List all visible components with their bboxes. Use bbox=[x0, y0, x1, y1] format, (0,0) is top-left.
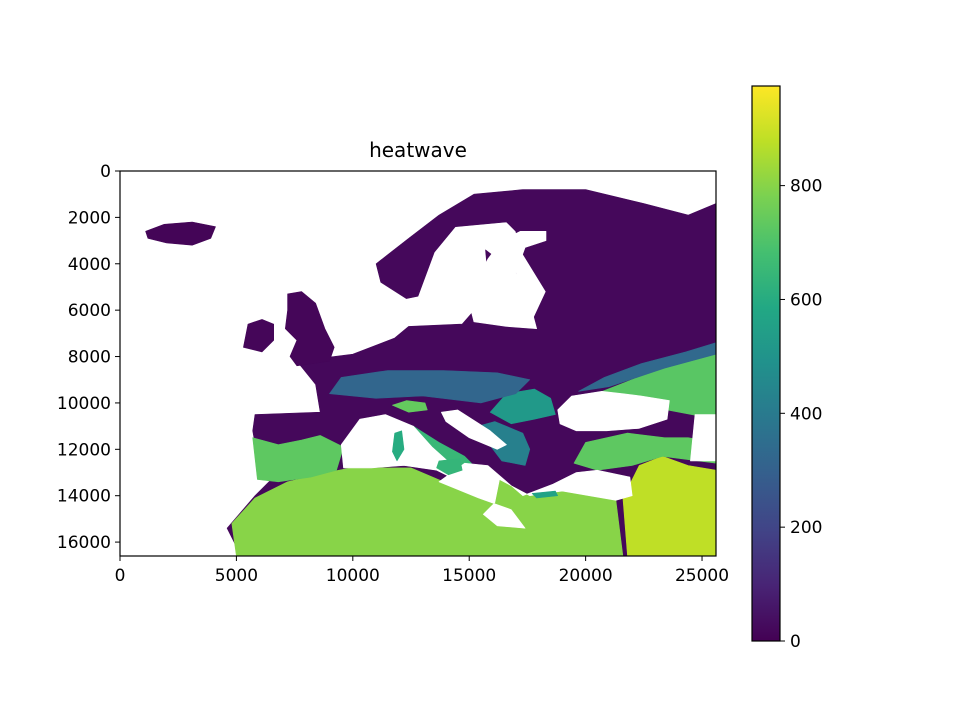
x-tick-label: 15000 bbox=[442, 566, 496, 586]
y-tick-label: 2000 bbox=[68, 208, 111, 228]
x-tick-label: 25000 bbox=[675, 566, 729, 586]
y-tick-label: 10000 bbox=[57, 394, 111, 414]
water-baltic bbox=[468, 231, 547, 330]
colorbar-gradient bbox=[752, 86, 780, 641]
x-tick-label: 5000 bbox=[215, 566, 258, 586]
plot-frame bbox=[119, 170, 717, 557]
x-tick-label: 20000 bbox=[559, 566, 613, 586]
island-sardinia bbox=[392, 430, 405, 462]
x-axis: 0 5000 10000 15000 20000 25000 bbox=[115, 556, 729, 586]
water-mediterranean-east bbox=[438, 462, 633, 529]
colorbar-tick-label: 0 bbox=[790, 632, 801, 652]
region-central-warm bbox=[329, 370, 531, 404]
water-caspian-gap bbox=[690, 414, 716, 462]
y-tick-label: 0 bbox=[100, 162, 111, 182]
colorbar-tick-label: 600 bbox=[790, 290, 822, 310]
y-tick-label: 4000 bbox=[68, 255, 111, 275]
colorbar-tick-label: 200 bbox=[790, 518, 822, 538]
water-adriatic bbox=[440, 409, 507, 450]
y-tick-label: 14000 bbox=[57, 487, 111, 507]
colorbar-tick-label: 800 bbox=[790, 177, 822, 197]
y-tick-label: 16000 bbox=[57, 533, 111, 553]
y-tick-label: 12000 bbox=[57, 440, 111, 460]
region-eastern-warm bbox=[578, 342, 716, 392]
chart-title: heatwave bbox=[369, 138, 467, 162]
region-anatolia bbox=[573, 432, 716, 471]
colorbar: 0 200 400 600 800 bbox=[751, 85, 822, 652]
island-britain bbox=[284, 291, 335, 367]
x-tick-label: 10000 bbox=[326, 566, 380, 586]
region-iberia bbox=[252, 435, 344, 483]
region-arabia bbox=[622, 455, 716, 556]
region-po-valley bbox=[392, 400, 428, 413]
colorbar-tick-label: 400 bbox=[790, 404, 822, 424]
plot-area bbox=[119, 170, 717, 557]
island-crete bbox=[531, 490, 559, 499]
island-ireland bbox=[243, 319, 275, 353]
colorbar-frame bbox=[751, 85, 781, 642]
y-tick-label: 8000 bbox=[68, 348, 111, 368]
water-black-sea bbox=[557, 390, 670, 432]
island-sicily bbox=[436, 458, 463, 476]
heatmap-image bbox=[145, 189, 716, 556]
x-tick-label: 0 bbox=[115, 566, 126, 586]
colorbar-ticks: 0 200 400 600 800 bbox=[780, 177, 822, 652]
y-tick-label: 6000 bbox=[68, 301, 111, 321]
y-axis: 0 2000 4000 6000 8000 10000 12000 14000 16000 bbox=[57, 162, 120, 553]
island-iceland bbox=[145, 221, 216, 246]
